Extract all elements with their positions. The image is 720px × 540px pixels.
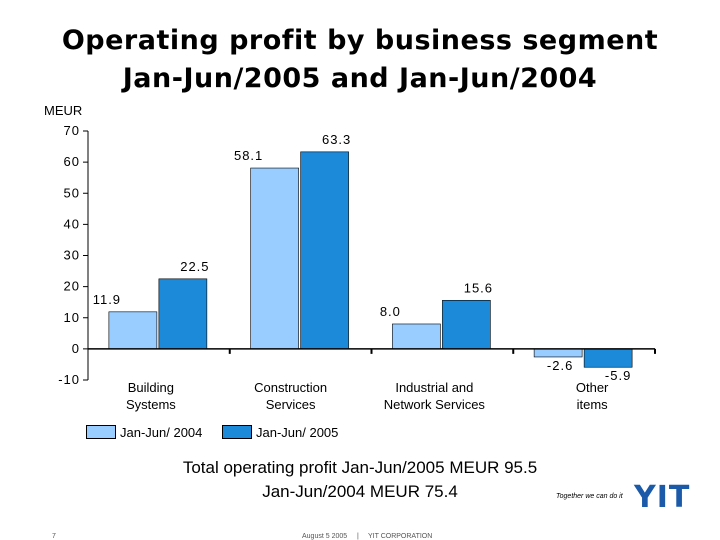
data-label: 63.3 [322,132,351,147]
bar-chart: MEUR -10 0 10 20 30 40 50 60 70 11.9 22.5 Building Sy… [44,103,656,412]
y-tick-label: 30 [64,248,80,263]
legend-swatch-2004 [86,425,116,439]
yit-logo: YIT [634,480,691,515]
page-number: 7 [52,533,56,540]
data-label: 15.6 [464,280,493,295]
bar [583,348,633,368]
category-label-line: Services [266,397,316,412]
category-label-line: Construction [254,380,327,395]
y-tick-label: 10 [64,310,80,325]
category-label: Building Systems [126,380,176,412]
bar [442,300,491,350]
category-label: Construction Services [254,380,327,412]
legend-item-2005: Jan-Jun/ 2005 [222,424,338,440]
legend-label-2005: Jan-Jun/ 2005 [256,424,339,440]
y-tick-label: 0 [72,341,80,356]
bar [108,311,158,350]
chart-title-line1: Operating profit by business segment [61,25,659,56]
total-summary-line1: Total operating profit Jan-Jun/2005 MEUR… [182,458,538,477]
total-summary: Total operating profit Jan-Jun/2005 MEUR… [100,456,620,504]
category-label: Industrial and Network Services [384,380,486,412]
y-tick-label: 60 [64,154,80,169]
y-tick-label: -10 [58,372,80,387]
data-label: 8.0 [380,304,401,319]
category-label-line: Building [128,380,174,395]
footer-company: YIT CORPORATION [368,533,433,540]
total-summary-line2: Jan-Jun/2004 MEUR 75.4 [262,482,458,501]
category-label-line: Systems [126,397,176,412]
y-tick-label: 50 [64,185,80,200]
chart-title: Operating profit by business segment Jan… [20,22,700,98]
bar [533,348,583,358]
data-label: -5.9 [605,368,631,383]
data-label: 22.5 [180,259,209,274]
y-tick-label: 20 [64,279,80,294]
brand-tagline: Together we can do it [556,493,623,500]
y-axis-title: MEUR [44,103,82,118]
footer-date: August 5 2005 [302,533,348,540]
data-label: 11.9 [93,292,121,307]
category-label: Other items [576,380,609,412]
footer-separator: | [357,533,359,540]
y-tick-label: 40 [64,216,80,231]
bar [392,323,441,350]
y-tick-label: 70 [64,123,80,138]
category-label-line: items [577,397,609,412]
category-label-line: Network Services [384,397,486,412]
category-label-line: Industrial and [395,380,473,395]
bar [250,167,299,350]
chart-title-line2: Jan-Jun/2005 and Jan-Jun/2004 [122,63,598,94]
bar [300,151,349,350]
legend-label-2004: Jan-Jun/ 2004 [120,424,203,440]
category-label-line: Other [576,380,609,395]
data-label: -2.6 [547,358,573,373]
legend-item-2004: Jan-Jun/ 2004 [86,424,202,440]
data-label: 58.1 [234,148,263,163]
bar [158,278,208,350]
legend-swatch-2005 [222,425,252,439]
